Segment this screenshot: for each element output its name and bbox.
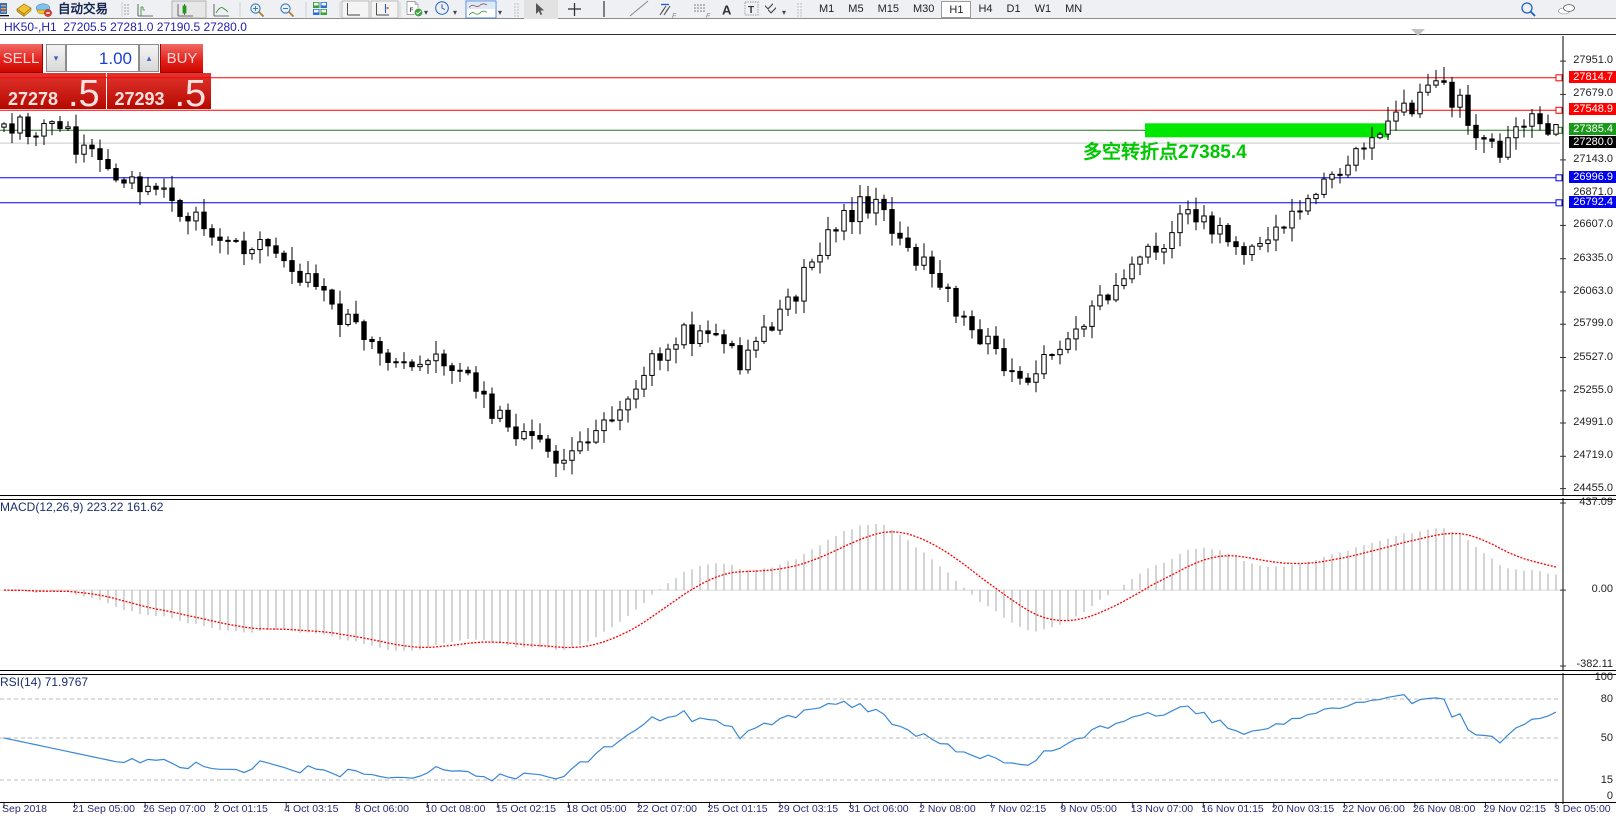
svg-text:▾: ▾ [424, 8, 428, 17]
svg-text:▾: ▾ [453, 8, 457, 17]
svg-text:A: A [722, 3, 732, 18]
svg-text:多空转折点27385.4: 多空转折点27385.4 [1083, 140, 1247, 163]
svg-text:▾: ▾ [782, 8, 786, 17]
svg-text:自动交易: 自动交易 [58, 1, 108, 16]
svg-text:F: F [410, 7, 414, 14]
svg-text:T: T [748, 5, 754, 16]
svg-text:▾: ▾ [498, 8, 502, 17]
